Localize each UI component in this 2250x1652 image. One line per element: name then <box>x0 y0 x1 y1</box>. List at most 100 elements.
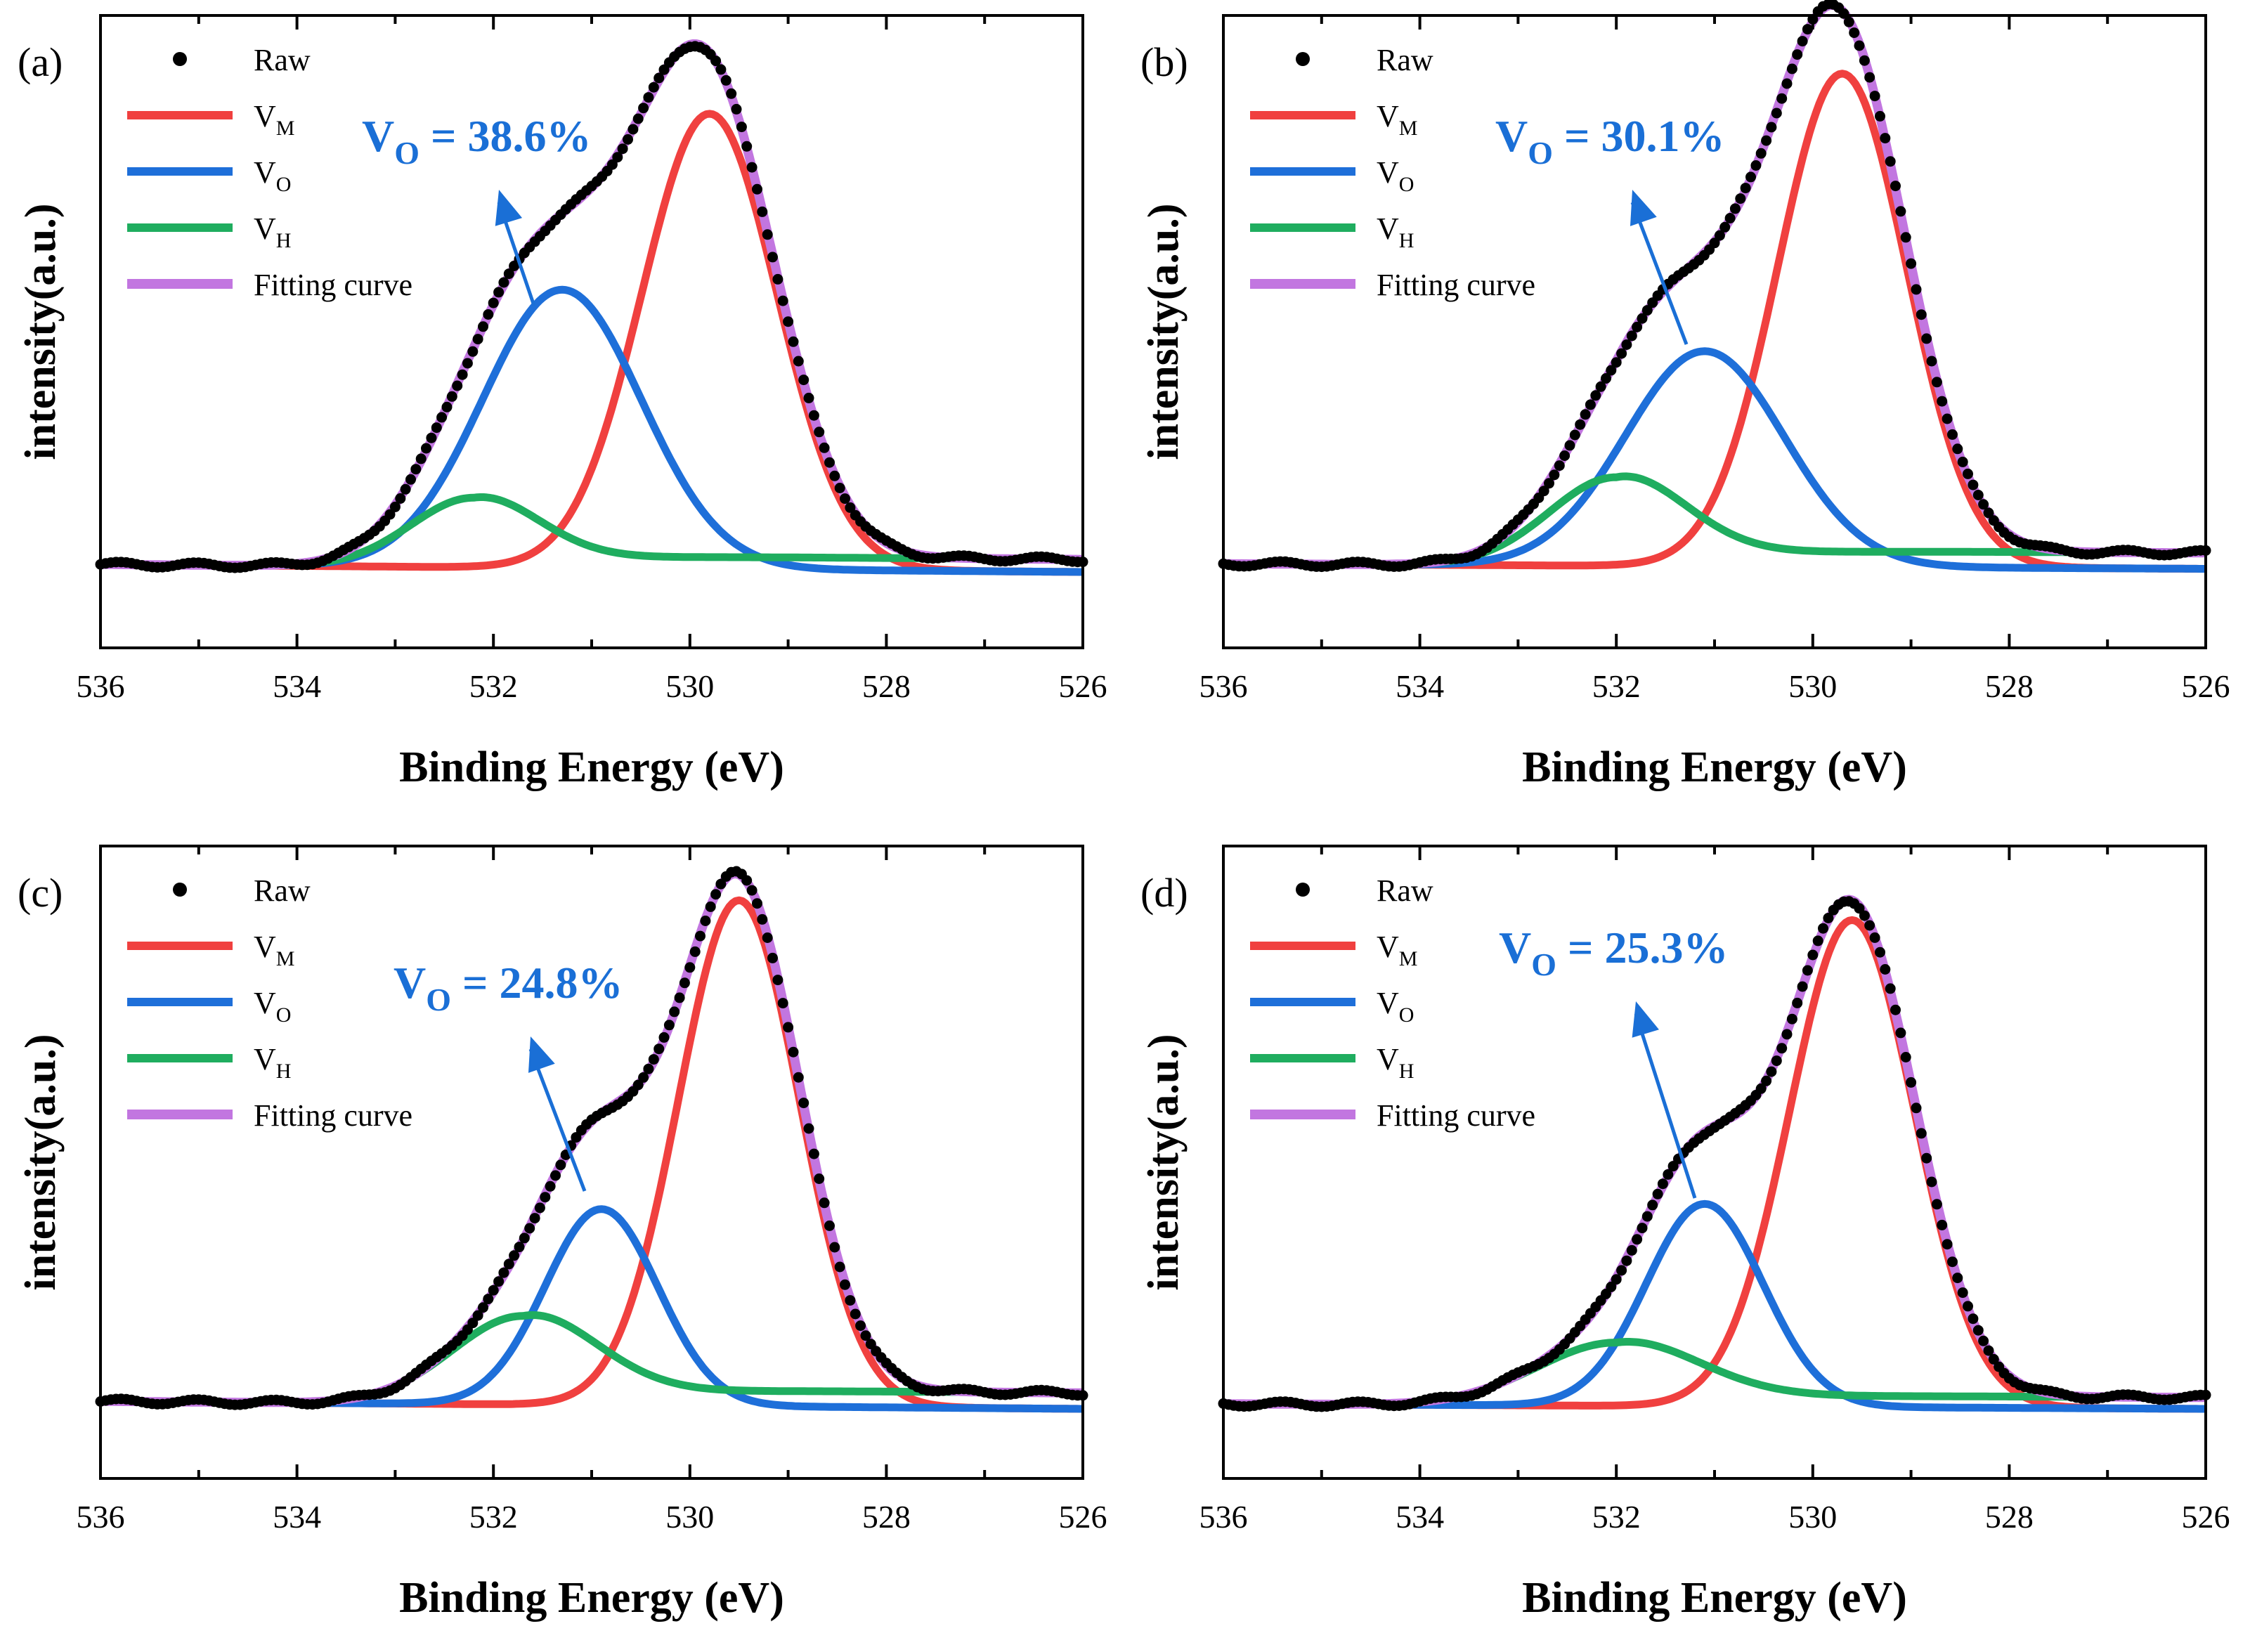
raw-data-point <box>1797 36 1808 47</box>
raw-data-point <box>669 1006 680 1017</box>
raw-data-point <box>1983 1345 1994 1356</box>
raw-data-point <box>710 889 722 900</box>
chart-panel-4: 536 534 532 530 528 526 Binding Energy (eV) int… <box>1140 845 2230 1622</box>
raw-data-point <box>715 64 727 75</box>
panel-label: (b) <box>1140 39 1188 85</box>
raw-data-point <box>1972 490 1984 500</box>
raw-data-point <box>623 134 633 145</box>
raw-data-point <box>638 1072 649 1083</box>
legend-label-subscript: O <box>1399 1003 1415 1027</box>
raw-data-point <box>684 962 696 973</box>
chart-panel-2: 536 534 532 530 528 526 Binding Energy (eV) int… <box>1140 0 2230 791</box>
raw-data-point <box>741 875 753 886</box>
raw-data-point <box>1880 133 1891 144</box>
x-tick-label: 526 <box>2182 668 2230 704</box>
raw-data-point <box>1890 1004 1901 1015</box>
annotation-subscript: O <box>426 982 451 1017</box>
legend-label-base: V <box>254 99 276 134</box>
raw-data-point <box>1663 1169 1674 1180</box>
raw-data-point <box>643 92 654 103</box>
raw-data-point <box>1818 923 1828 934</box>
raw-data-point <box>663 1020 675 1031</box>
raw-data-point <box>509 1250 520 1261</box>
raw-data-point <box>519 1233 530 1244</box>
raw-data-point <box>1895 206 1906 217</box>
raw-data-point <box>819 442 830 453</box>
raw-data-point <box>1781 1029 1793 1040</box>
raw-data-point <box>498 277 509 288</box>
raw-data-point <box>1911 1103 1922 1114</box>
raw-data-point <box>1864 72 1875 83</box>
raw-data-point <box>819 1197 830 1209</box>
vo-percentage-annotation: VO = 38.6% <box>362 111 591 171</box>
vo-percentage-annotation: VO = 24.8% <box>394 958 623 1017</box>
raw-data-point <box>1906 1077 1917 1088</box>
raw-data-point <box>627 124 639 135</box>
annotation-arrow-shaft <box>1630 202 1689 345</box>
x-tick-label: 528 <box>862 1499 911 1535</box>
raw-data-point <box>384 509 396 520</box>
panel-label: (d) <box>1140 870 1188 916</box>
legend-label-subscript: O <box>276 1003 292 1027</box>
raw-data-point <box>726 88 737 99</box>
legend-label-subscript: H <box>276 1060 292 1083</box>
raw-data-point <box>472 1310 483 1321</box>
raw-data-point <box>850 1308 861 1320</box>
raw-data-point <box>529 1213 540 1224</box>
raw-data-point <box>731 103 742 115</box>
raw-data-point <box>498 1267 509 1278</box>
raw-data-point <box>1771 1055 1782 1067</box>
raw-data-point <box>1580 409 1591 420</box>
raw-data-point <box>395 493 406 504</box>
x-tick-label: 528 <box>862 668 911 704</box>
vo-percentage-annotation: VO = 25.3% <box>1499 923 1728 982</box>
raw-data-point <box>824 457 835 468</box>
legend-raw-label: Raw <box>254 43 311 77</box>
raw-data-point <box>1931 1199 1942 1210</box>
raw-data-point <box>617 143 628 155</box>
legend-raw-label: Raw <box>1377 873 1433 908</box>
legend-label-subscript: M <box>276 947 295 970</box>
raw-data-point <box>1869 932 1880 943</box>
fitting-curve-line <box>1222 895 2207 1409</box>
x-tick-label: 526 <box>1059 668 1107 704</box>
raw-data-point <box>457 369 468 380</box>
raw-data-point <box>1983 507 1994 519</box>
raw-data-point <box>1937 1219 1948 1230</box>
raw-data-point <box>834 483 845 493</box>
raw-data-point <box>1807 949 1819 961</box>
legend-label-base: V <box>1377 1042 1399 1077</box>
raw-data-point <box>860 1330 871 1341</box>
raw-data-point <box>1792 49 1803 60</box>
legend-fit-label: Fitting curve <box>254 1098 412 1133</box>
legend-label-base: V <box>254 986 276 1020</box>
legend-label-base: V <box>1377 212 1399 246</box>
raw-data-point <box>1621 1255 1632 1266</box>
raw-data-point <box>415 453 427 464</box>
raw-data-point <box>1921 333 1932 344</box>
x-axis-title: Binding Energy (eV) <box>399 1574 784 1622</box>
raw-data-point <box>1802 965 1813 976</box>
raw-data-point <box>1957 1287 1968 1299</box>
legend-vh-label: VH <box>254 212 291 252</box>
legend-vh-label: VH <box>1377 212 1414 252</box>
raw-data-point <box>632 113 644 124</box>
raw-data-point <box>1875 947 1885 958</box>
raw-data-point <box>488 297 499 308</box>
x-tick-label: 526 <box>1059 1499 1107 1535</box>
raw-data-point <box>436 412 448 423</box>
raw-data-point <box>467 346 479 357</box>
raw-data-point <box>798 1098 809 1109</box>
raw-data-point <box>638 103 649 114</box>
raw-data-point <box>1611 357 1622 368</box>
raw-data-point <box>1900 1052 1911 1062</box>
annotation-arrow-head <box>1632 1001 1659 1038</box>
raw-data-point <box>767 952 778 963</box>
raw-data-point <box>1637 1223 1648 1234</box>
x-axis-title: Binding Energy (eV) <box>1522 743 1907 791</box>
x-tick-label: 530 <box>665 1499 714 1535</box>
raw-data-point <box>772 975 783 986</box>
raw-data-point <box>452 380 463 391</box>
raw-data-point <box>1978 1335 1989 1346</box>
annotation-value: = 38.6% <box>420 111 591 161</box>
